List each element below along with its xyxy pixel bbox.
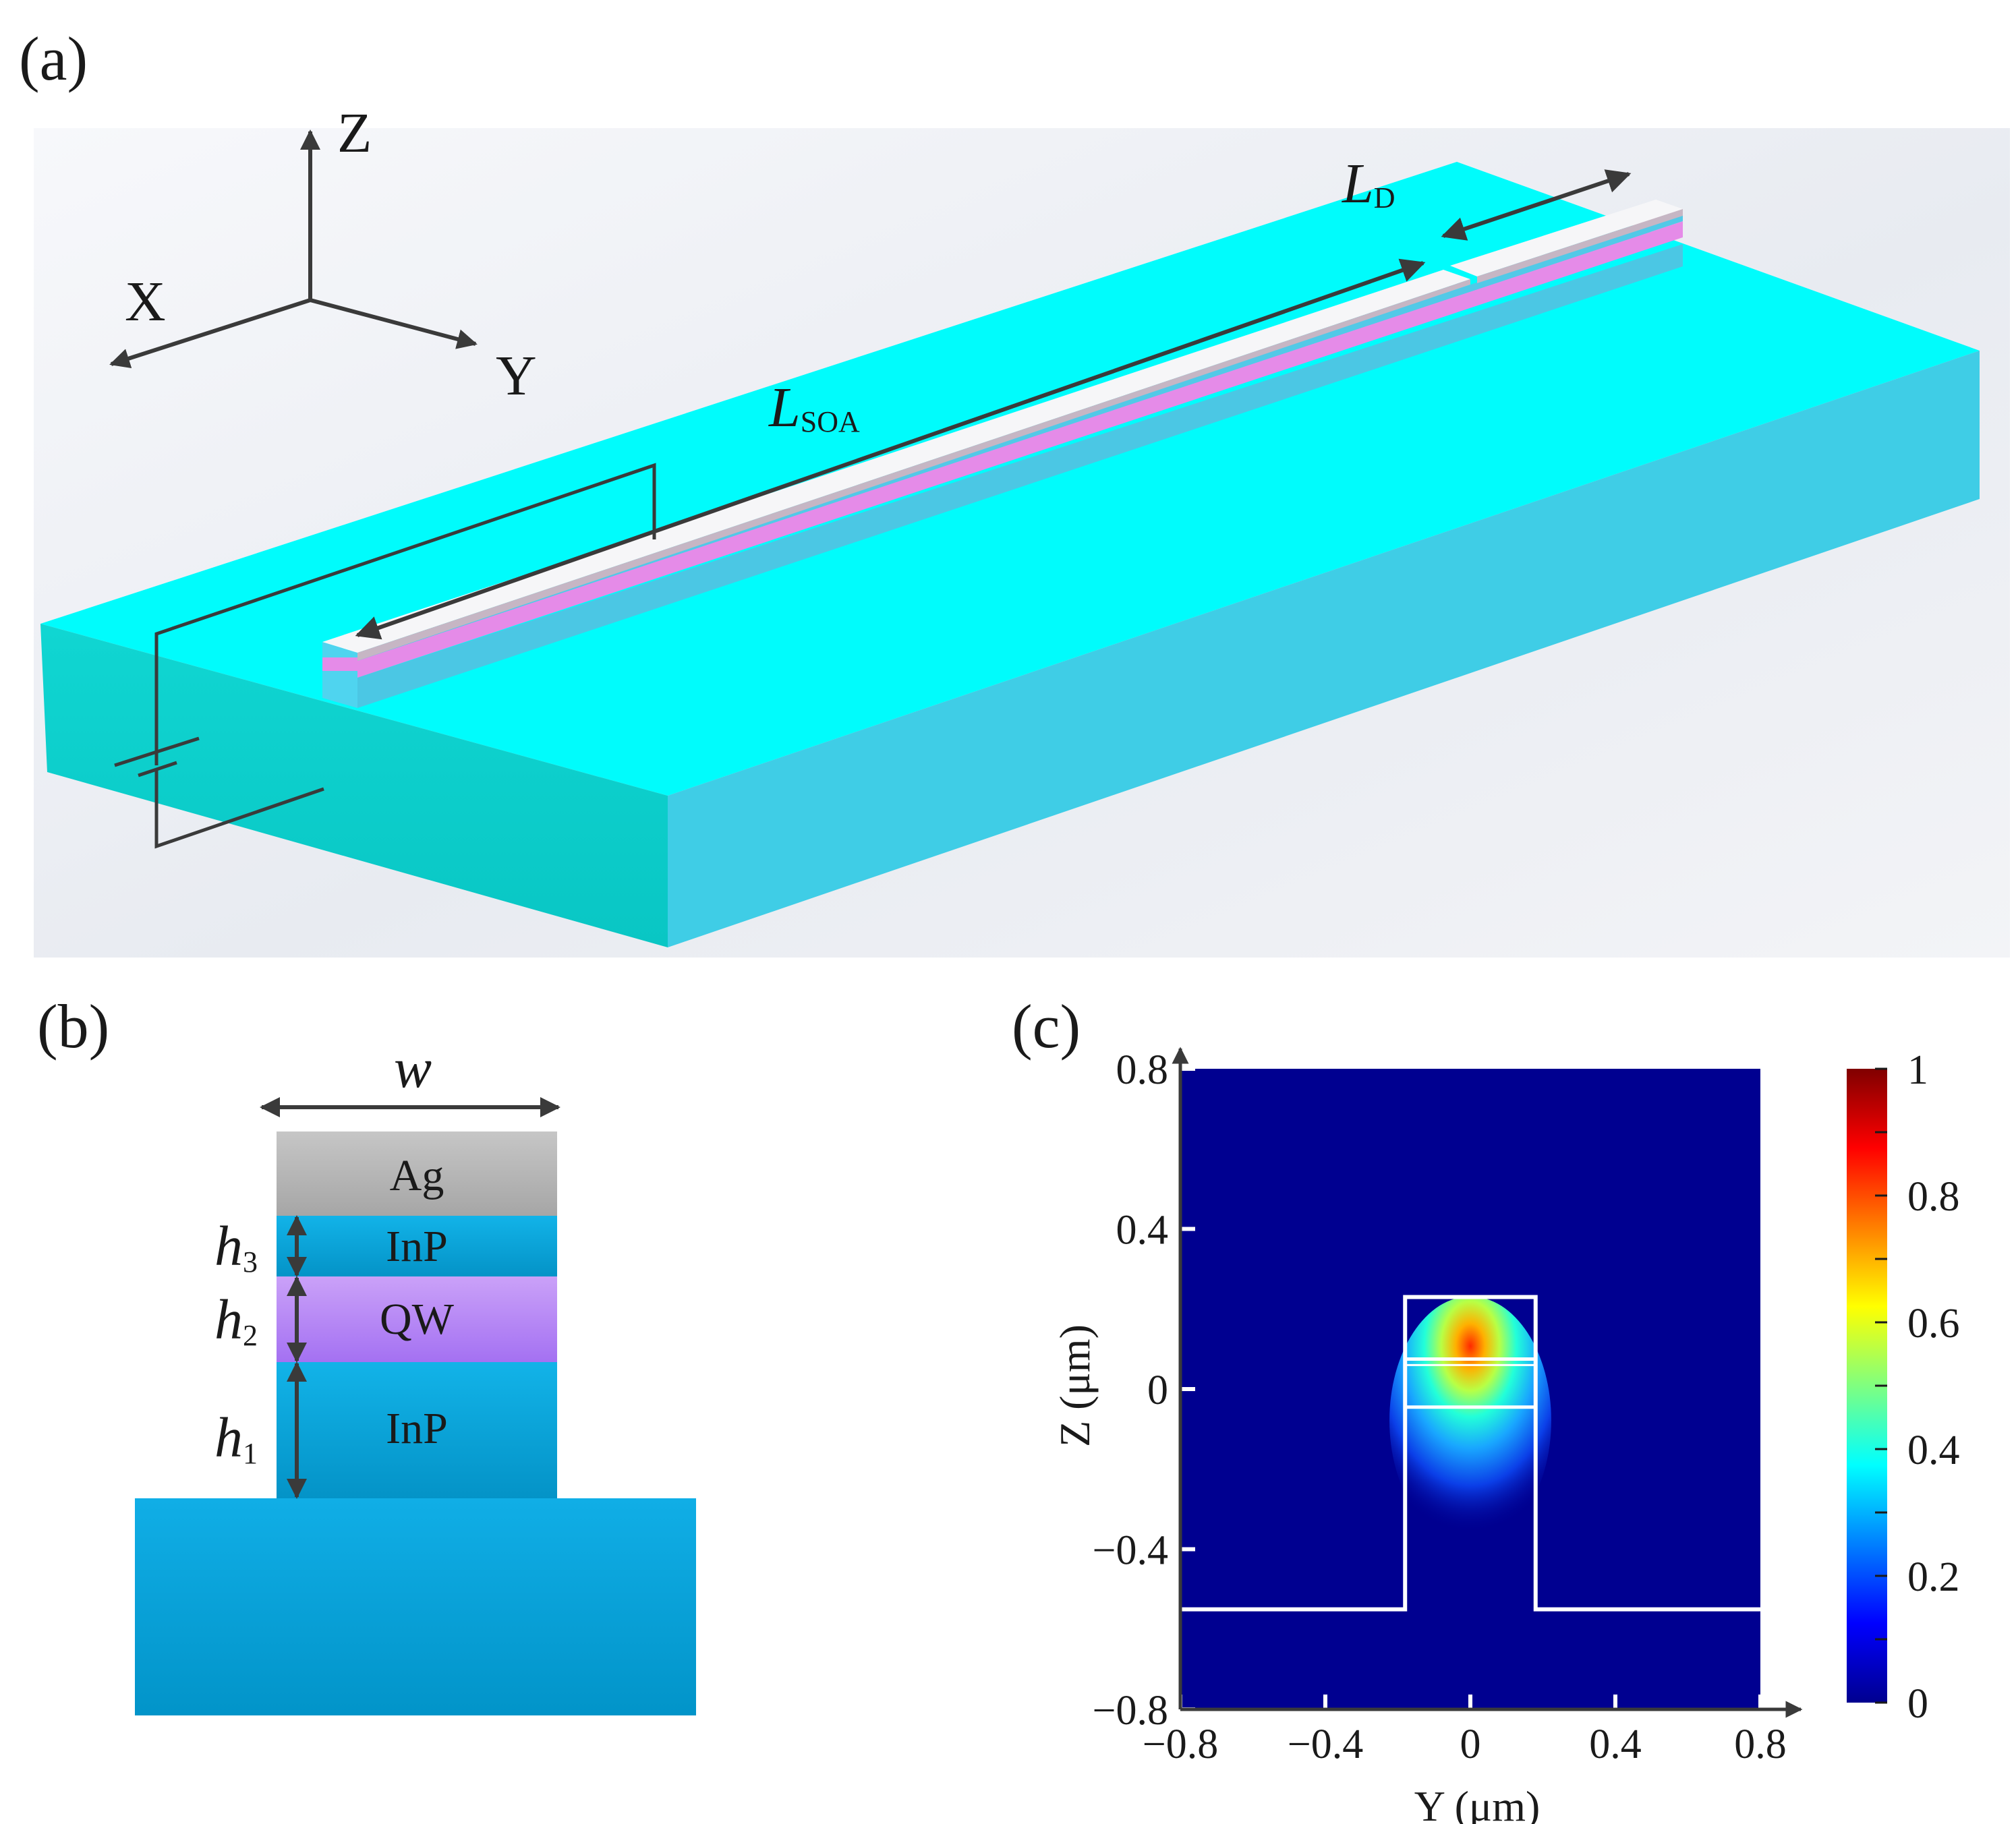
chip-front-face <box>40 624 668 947</box>
h1-label: h1 <box>214 1407 258 1470</box>
y-tick-label: −0.4 <box>1093 1528 1168 1574</box>
y-tick-label: 0.8 <box>1116 1047 1169 1093</box>
axis-y-arrow <box>310 298 478 349</box>
ridge-front-facet <box>322 642 357 708</box>
chip-side-face <box>668 351 1980 947</box>
circuit-wire-lower <box>154 769 324 849</box>
y-axis-title: Z (μm) <box>1051 1324 1099 1447</box>
field-plot: −0.8 −0.4 0 0.4 0.8 0.8 0.4 0 −0.4 −0.8 <box>1093 1047 1803 1767</box>
colorbar-ticks: 1 0.8 0.6 0.4 0.2 0 <box>1875 1047 1960 1727</box>
panel-c: (c) −0.8 −0.4 0 0.4 0.8 0.8 0.4 0 −0.4 −0.8 1 0.8 0… <box>1012 992 1960 1824</box>
layer-qw-label: QW <box>380 1295 455 1344</box>
battery-plate-short <box>138 761 177 777</box>
panel-a: LSOA LD Z X Y (a) <box>19 24 2010 958</box>
y-tick-label: 0 <box>1147 1367 1168 1413</box>
ld-arrow <box>1441 169 1632 241</box>
axis-y-label: Y <box>496 345 537 407</box>
waveguide-outline <box>1180 1295 1760 1612</box>
x-tick-label: 0.4 <box>1589 1722 1642 1767</box>
width-label: w <box>394 1037 432 1100</box>
colorbar-tick-label: 1 <box>1907 1047 1928 1093</box>
panel-c-label: (c) <box>1012 992 1081 1061</box>
plot-area: −0.8 −0.4 0 0.4 0.8 0.8 0.4 0 −0.4 −0.8 <box>1093 1047 1803 1767</box>
layer-inp-bottom <box>277 1362 557 1498</box>
layer-inp-bottom-label: InP <box>386 1404 448 1453</box>
axis-z-label: Z <box>337 102 372 165</box>
axis-x-label: X <box>125 270 166 333</box>
x-tick-label: 0.8 <box>1734 1722 1787 1767</box>
axis-x-arrow <box>109 298 311 369</box>
layer-ag-label: Ag <box>390 1151 444 1200</box>
battery-plate-long <box>114 736 200 767</box>
y-tick-label: −0.8 <box>1093 1688 1168 1734</box>
ridge-front-qw <box>322 657 357 671</box>
y-tick-label: 0.4 <box>1116 1208 1169 1254</box>
substrate <box>135 1498 696 1715</box>
colorbar-tick-label: 0 <box>1907 1681 1928 1727</box>
panel-a-label: (a) <box>19 24 88 93</box>
layer-inp-top <box>277 1216 557 1276</box>
layer-inp-top-label: InP <box>386 1222 448 1271</box>
colorbar-tick-label: 0.2 <box>1907 1554 1960 1600</box>
x-axis-title: Y (μm) <box>1414 1782 1540 1824</box>
detector-electrode-side <box>1477 209 1683 283</box>
panel-b: (b) Ag InP QW InP w h3 h2 h1 <box>37 992 696 1715</box>
x-tick-label: −0.4 <box>1288 1722 1363 1767</box>
colorbar-tick-label: 0.4 <box>1907 1428 1960 1473</box>
ld-label: LD <box>1342 152 1395 215</box>
x-tick-label: −0.8 <box>1143 1722 1218 1767</box>
field-mode <box>1389 1296 1551 1545</box>
layer-qw <box>277 1276 557 1362</box>
lsoa-arrow <box>355 258 1426 640</box>
layer-ag <box>277 1131 557 1216</box>
h2-label: h2 <box>214 1289 258 1352</box>
x-tick-label: 0 <box>1460 1722 1481 1767</box>
h3-label: h3 <box>214 1215 258 1278</box>
colorbar-tick-label: 0.6 <box>1907 1301 1960 1347</box>
panel-b-label: (b) <box>37 992 109 1061</box>
lsoa-label: LSOA <box>768 376 860 439</box>
colorbar-tick-label: 0.8 <box>1907 1174 1960 1220</box>
